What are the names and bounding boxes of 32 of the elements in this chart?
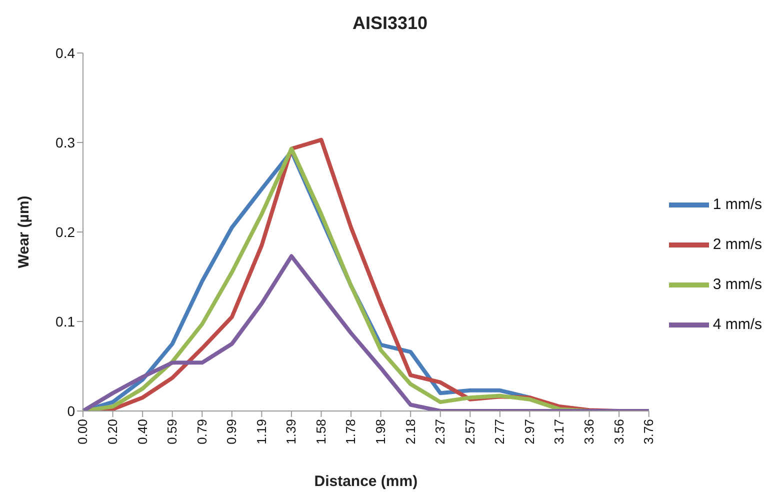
chart-title: AISI3310	[351, 12, 429, 35]
y-tick-label: 0.3	[56, 134, 76, 150]
x-tick-label: 3.76	[641, 419, 656, 444]
legend-label: 2 mm/s	[712, 236, 762, 253]
x-tick-label: 3.56	[611, 419, 626, 444]
x-tick-label: 1.58	[313, 419, 328, 444]
x-tick-label: 1.39	[284, 419, 299, 444]
y-tick-label: 0.1	[56, 313, 76, 330]
x-tick-label: 1.98	[373, 419, 388, 444]
x-tick-label: 0.20	[105, 419, 120, 444]
y-tick-label: 0.2	[56, 224, 76, 240]
x-tick-label: 2.57	[462, 419, 478, 444]
x-tick-label: 2.77	[492, 419, 508, 444]
y-axis-title: Wear (µm)	[15, 196, 32, 268]
legend-label: 1 mm/s	[712, 196, 762, 213]
legend-label: 3 mm/s	[712, 276, 762, 293]
x-tick-label: 1.19	[254, 419, 269, 444]
legend-label: 4 mm/s	[712, 316, 762, 333]
x-tick-label: 0.59	[164, 419, 180, 444]
x-tick-label: 0.00	[75, 419, 90, 444]
x-axis-title: Distance (mm)	[314, 473, 418, 490]
x-tick-label: 3.36	[581, 419, 596, 444]
x-tick-label: 0.79	[194, 419, 210, 444]
x-tick-label: 0.40	[134, 419, 150, 444]
x-tick-label: 0.99	[224, 419, 240, 444]
x-tick-label: 2.37	[432, 419, 448, 444]
y-tick-label: 0	[67, 402, 76, 419]
x-tick-label: 2.18	[402, 419, 418, 444]
x-tick-label: 1.78	[343, 419, 358, 444]
y-tick-label: 0.4	[56, 44, 76, 61]
x-tick-label: 2.97	[522, 419, 537, 444]
x-tick-label: 3.17	[552, 419, 567, 444]
